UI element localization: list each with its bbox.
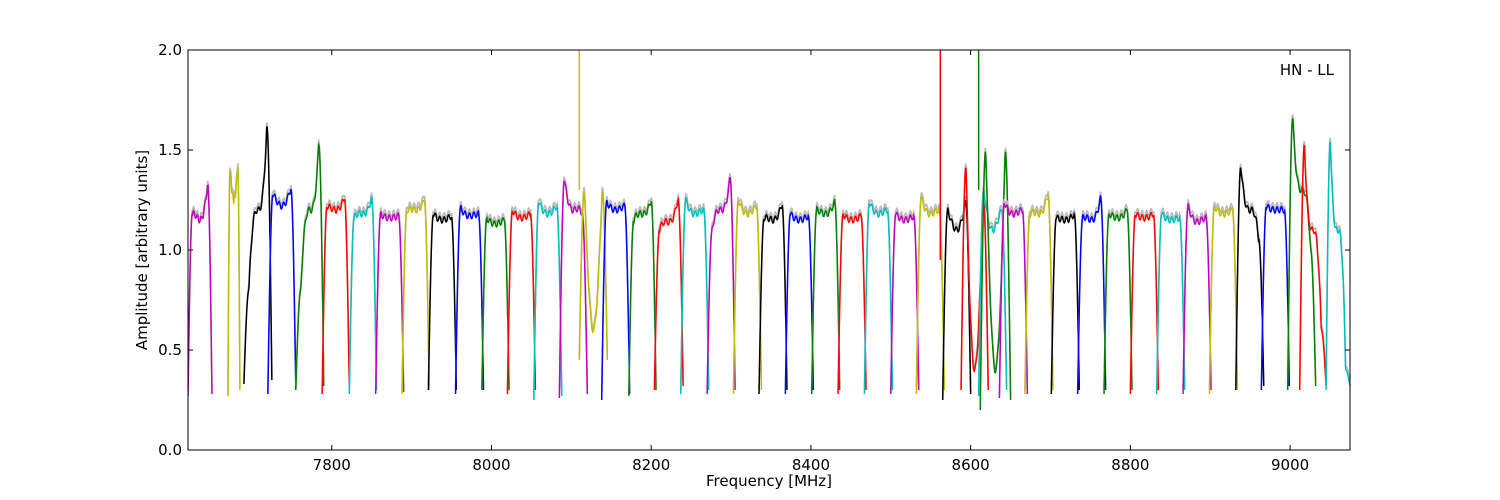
y-tick-label: 2.0 — [158, 41, 182, 59]
plot-annotation: HN - LL — [1280, 61, 1335, 79]
x-tick-label: 8200 — [632, 456, 670, 474]
band-15-trace — [578, 190, 609, 361]
band-43-trace — [1260, 203, 1291, 391]
x-axis: 7800 8000 8200 8400 8600 8800 9000 — [313, 50, 1309, 474]
band-37-trace — [1103, 207, 1133, 395]
band-11-reference-trace — [481, 211, 510, 387]
band-16-reference-trace — [600, 195, 631, 397]
y-axis: 0.0 0.5 1.0 1.5 2.0 — [158, 41, 1350, 459]
band-38-trace — [1129, 211, 1160, 395]
x-tick-label: 9000 — [1271, 456, 1309, 474]
band-39-reference-trace — [1155, 207, 1186, 391]
y-axis-label: Amplitude [arbitrary units] — [133, 150, 151, 350]
band-0-trace — [188, 184, 213, 397]
band-8-trace — [401, 198, 430, 395]
band-32-trace — [979, 151, 1012, 411]
band-12-trace — [506, 209, 537, 395]
band-19-trace — [680, 196, 710, 395]
band-3-trace — [267, 189, 297, 395]
band-43-reference-trace — [1260, 199, 1291, 387]
band-41-reference-trace — [1208, 201, 1239, 391]
band-18-reference-trace — [653, 192, 684, 387]
band-26-trace — [863, 203, 894, 395]
y-tick-label: 1.5 — [158, 141, 182, 159]
y-tick-label: 0.5 — [158, 341, 182, 359]
band-25-reference-trace — [837, 208, 867, 391]
band-29-trace — [941, 200, 972, 401]
series-layer — [188, 50, 1350, 411]
band-25-trace — [837, 212, 867, 395]
band-4-trace — [295, 142, 325, 391]
band-40-trace — [1182, 203, 1212, 395]
band-5-reference-trace — [321, 194, 351, 391]
band-24-trace — [810, 199, 841, 395]
band-46-trace — [1325, 141, 1350, 391]
band-13-reference-trace — [533, 197, 563, 397]
band-42-trace — [1235, 167, 1265, 391]
band-9-reference-trace — [427, 208, 458, 387]
band-3-reference-trace — [267, 185, 297, 391]
band-33-reference-trace — [998, 199, 1029, 395]
band-41-trace — [1208, 205, 1239, 395]
y-tick-label: 0.0 — [158, 441, 182, 459]
band-35-trace — [1050, 211, 1081, 395]
band-33-trace — [998, 203, 1029, 399]
band-27-trace — [890, 211, 920, 395]
band-23-reference-trace — [784, 207, 815, 391]
x-tick-label: 8600 — [952, 456, 990, 474]
band-39-trace — [1155, 211, 1186, 395]
band-44-trace — [1286, 118, 1317, 391]
band-36-trace — [1076, 195, 1107, 395]
x-tick-label: 7800 — [313, 456, 351, 474]
band-0-reference-trace — [188, 180, 213, 393]
band-38-reference-trace — [1129, 207, 1160, 391]
band-21-trace — [732, 201, 763, 395]
band-37-reference-trace — [1103, 203, 1133, 391]
y-tick-label: 1.0 — [158, 241, 182, 259]
x-tick-label: 8400 — [792, 456, 830, 474]
band-10-trace — [454, 204, 485, 395]
band-11-trace — [481, 215, 510, 391]
band-6-trace — [348, 196, 378, 395]
band-26-reference-trace — [863, 198, 894, 391]
band-17-reference-trace — [628, 197, 657, 393]
band-35-reference-trace — [1050, 207, 1081, 391]
band-5-trace — [321, 198, 351, 395]
band-27-reference-trace — [889, 207, 920, 391]
band-12-reference-trace — [506, 205, 537, 391]
band-23-trace — [784, 211, 815, 395]
band-45-trace — [1298, 144, 1327, 391]
band-17-trace — [628, 201, 657, 397]
band-13-trace — [533, 201, 563, 401]
band-21-reference-trace — [732, 197, 763, 391]
x-tick-label: 8000 — [472, 456, 510, 474]
band-34-reference-trace — [1024, 191, 1054, 391]
band-9-trace — [427, 212, 458, 391]
band-18-trace — [653, 196, 684, 391]
band-22-trace — [758, 205, 788, 395]
x-axis-label: Frequency [MHz] — [706, 472, 832, 490]
x-tick-label: 8800 — [1111, 456, 1149, 474]
band-20-trace — [706, 177, 736, 395]
band-22-reference-trace — [758, 201, 788, 391]
band-29-reference-trace — [941, 195, 972, 397]
band-16-trace — [600, 199, 631, 401]
band-7-trace — [374, 211, 405, 395]
band-1-trace — [227, 167, 241, 397]
band-2-trace — [243, 126, 273, 385]
band-34-trace — [1024, 195, 1054, 395]
band-8-reference-trace — [401, 194, 430, 391]
band-42-reference-trace — [1234, 163, 1265, 387]
